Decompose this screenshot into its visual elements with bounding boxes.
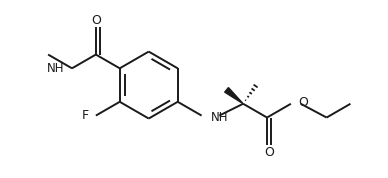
Text: NH: NH xyxy=(210,111,228,124)
Polygon shape xyxy=(225,88,243,104)
Text: F: F xyxy=(82,109,89,122)
Text: O: O xyxy=(264,145,274,158)
Text: O: O xyxy=(298,96,308,109)
Text: NH: NH xyxy=(47,62,64,75)
Text: O: O xyxy=(91,14,101,27)
